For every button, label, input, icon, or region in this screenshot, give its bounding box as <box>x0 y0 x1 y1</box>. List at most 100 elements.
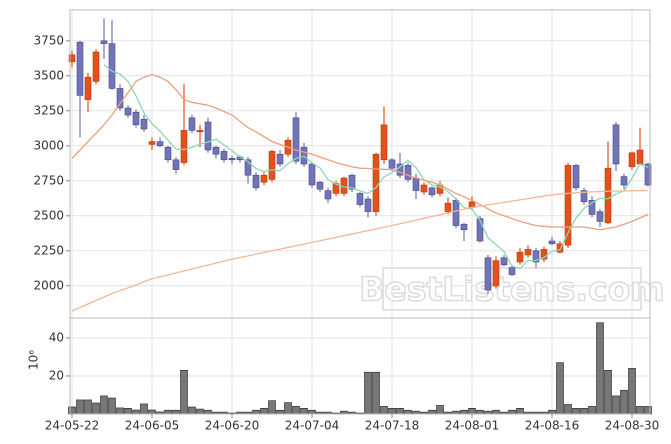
candle-body <box>572 165 580 189</box>
y-tick-label: 3500 <box>33 68 64 82</box>
volume-bar <box>180 369 188 415</box>
candle-body <box>644 163 652 186</box>
candle-body <box>164 146 172 161</box>
candle-body <box>588 200 596 215</box>
volume-bar <box>108 397 116 415</box>
candle-body <box>116 88 124 109</box>
volume-grid <box>70 318 650 414</box>
y-tick-label: 3750 <box>33 33 64 47</box>
candle-body <box>204 121 212 151</box>
candle-body <box>172 159 180 170</box>
volume-bar <box>372 371 380 415</box>
volume-bar <box>92 402 100 415</box>
volume-bar <box>196 408 204 415</box>
y-tick-label: 3250 <box>33 103 64 117</box>
candle-body <box>188 117 196 131</box>
candle-body <box>84 76 92 100</box>
candle-body <box>492 260 500 287</box>
volume-bar <box>388 407 396 415</box>
volume-bar <box>132 409 140 415</box>
volume-bar <box>460 409 468 415</box>
candle-body <box>212 146 220 155</box>
volume-bar <box>140 403 148 415</box>
x-tick-label: 24-08-01 <box>445 419 499 433</box>
volume-bar <box>396 407 404 415</box>
y-tick-label: 2500 <box>33 208 64 222</box>
candle-body <box>364 198 372 212</box>
candle-body <box>516 251 524 263</box>
candle-body <box>508 267 516 275</box>
candle-body <box>140 118 148 130</box>
candle-body <box>620 176 628 186</box>
volume-bar <box>604 369 612 415</box>
volume-bar <box>548 409 556 415</box>
volume-bar <box>100 395 108 415</box>
candle-body <box>92 51 100 82</box>
volume-bar <box>284 402 292 415</box>
candle-body <box>124 107 132 116</box>
y-tick-label: 2250 <box>33 243 64 257</box>
volume-bar <box>204 409 212 415</box>
volume-bar <box>380 406 388 415</box>
candle-body <box>220 151 228 161</box>
candle-body <box>452 200 460 226</box>
candle-body <box>372 153 380 212</box>
volume-bar <box>124 407 132 415</box>
candle-body <box>556 243 564 253</box>
y-tick-label: 40 <box>49 330 64 344</box>
candle-body <box>564 165 572 246</box>
volume-bar <box>516 407 524 415</box>
volume-bar <box>364 371 372 415</box>
x-tick-label: 24-07-18 <box>365 419 419 433</box>
candle-body <box>76 41 84 96</box>
volume-frame <box>69 317 651 415</box>
volume-bar <box>508 409 516 415</box>
volume-bar <box>116 407 124 415</box>
volume-bar <box>588 406 596 415</box>
candle-body <box>132 111 140 126</box>
x-tick-label: 24-05-22 <box>45 419 99 433</box>
candle-body <box>228 158 236 161</box>
y-tick-label: 2000 <box>33 278 64 292</box>
candle-body <box>108 43 116 89</box>
y-tick-label: 3000 <box>33 138 64 152</box>
candle-body <box>276 153 284 165</box>
candle-body <box>180 130 188 163</box>
candle-body <box>636 149 644 165</box>
volume-bar <box>476 409 484 415</box>
volume-bar <box>628 368 636 415</box>
volume-bar <box>404 409 412 415</box>
x-tick-label: 24-06-05 <box>125 419 179 433</box>
candle-body <box>308 163 316 186</box>
candle-body <box>596 211 604 222</box>
moving-average-line <box>103 64 649 270</box>
candle-body <box>156 141 164 147</box>
candle-body <box>380 124 388 161</box>
volume-bar <box>84 399 92 415</box>
candle-body <box>540 249 548 260</box>
candle-body <box>356 193 364 205</box>
volume-bar <box>188 406 196 415</box>
y-tick-label: 2750 <box>33 173 64 187</box>
candle-body <box>524 249 532 256</box>
candle-body <box>68 54 76 63</box>
candle-body <box>604 167 612 224</box>
volume-bar <box>492 409 500 415</box>
volume-bar <box>292 406 300 415</box>
volume-bar <box>564 404 572 415</box>
volume-bar <box>428 409 436 415</box>
candle-body <box>612 124 620 165</box>
candle-body <box>252 174 260 189</box>
volume-bar <box>76 399 84 415</box>
candle-body <box>292 117 300 162</box>
volume-bar <box>636 406 644 415</box>
volume-bar <box>308 409 316 415</box>
volume-bar <box>580 407 588 415</box>
volume-bar <box>172 409 180 415</box>
candle-body <box>324 190 332 200</box>
marks <box>68 18 652 415</box>
x-tick-label: 24-08-30 <box>605 419 659 433</box>
candle-body <box>548 240 556 245</box>
volume-bar <box>556 362 564 415</box>
candle-body <box>412 177 420 191</box>
